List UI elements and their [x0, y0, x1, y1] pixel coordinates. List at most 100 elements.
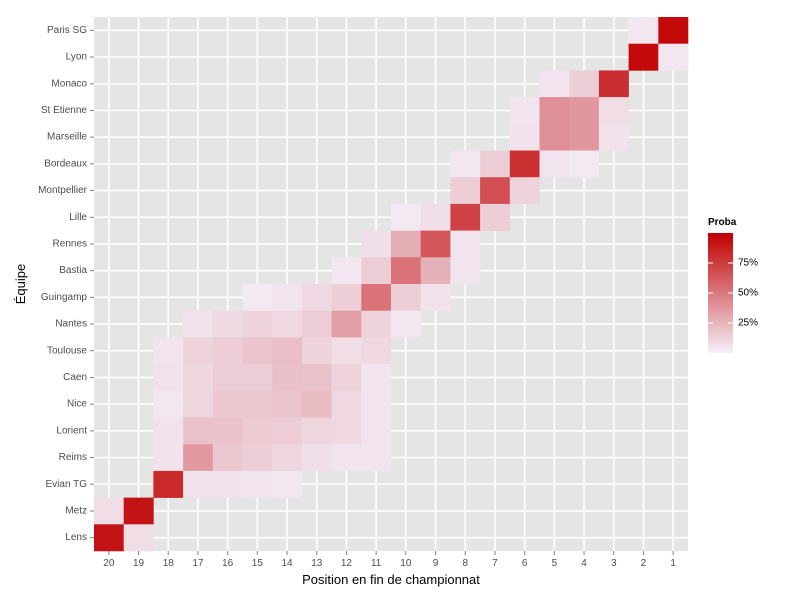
x-tick-label: 18	[163, 558, 175, 569]
heatmap-cell	[391, 284, 421, 311]
heatmap-cell	[301, 337, 332, 365]
heatmap-cell	[361, 257, 392, 285]
heatmap-cell	[509, 123, 540, 151]
heatmap-cell	[212, 470, 243, 498]
x-tick-label: 1	[670, 558, 676, 569]
heatmap-cell	[123, 497, 154, 525]
heatmap-cell	[212, 444, 243, 472]
y-tick-label: Metz	[65, 505, 87, 516]
x-tick-label: 15	[252, 558, 264, 569]
x-tick-label: 11	[371, 558, 382, 569]
heatmap-cell	[628, 17, 659, 44]
heatmap-cell	[272, 364, 303, 392]
heatmap-cell	[153, 470, 184, 498]
heatmap-cell	[598, 123, 629, 151]
heatmap-cell	[539, 97, 570, 125]
heatmap-cells	[94, 17, 689, 552]
heatmap-cell	[242, 444, 273, 472]
heatmap-cell	[212, 310, 243, 338]
heatmap-cell	[183, 417, 214, 445]
x-tick-label: 14	[281, 558, 293, 569]
heatmap-cell	[598, 70, 629, 98]
x-tick-label: 20	[103, 558, 115, 569]
heatmap-cell	[391, 257, 421, 285]
heatmap-cell	[301, 390, 332, 418]
heatmap-cell	[272, 417, 303, 445]
heatmap-cell	[569, 150, 600, 178]
heatmap-cell	[331, 364, 362, 392]
x-tick-label: 4	[581, 558, 587, 569]
heatmap-cell	[391, 203, 421, 231]
heatmap-cell	[183, 444, 214, 472]
y-tick-label: Lille	[69, 212, 87, 223]
heatmap-cell	[272, 390, 303, 418]
x-tick-label: 10	[400, 558, 412, 569]
heatmap-cell	[153, 417, 184, 445]
heatmap-cell	[539, 123, 570, 151]
heatmap-cell	[183, 337, 214, 365]
heatmap-cell	[272, 470, 303, 498]
heatmap-cell	[450, 177, 481, 205]
legend-title: Proba	[708, 217, 737, 228]
y-tick-label: Rennes	[53, 238, 87, 249]
heatmap-cell	[331, 337, 362, 365]
heatmap-cell	[242, 337, 273, 365]
y-tick-label: Caen	[63, 372, 87, 383]
y-tick-label: Lens	[65, 532, 87, 543]
heatmap-cell	[153, 444, 184, 472]
heatmap-cell	[480, 150, 511, 178]
heatmap-cell	[212, 337, 243, 365]
heatmap-cell	[242, 364, 273, 392]
y-tick-label: Toulouse	[47, 345, 87, 356]
heatmap-cell	[509, 177, 540, 205]
heatmap-cell	[450, 230, 481, 258]
y-axis-ticks: Paris SG Lyon Monaco St Etienne Marseille Bor…	[38, 25, 94, 543]
y-tick-label: Nantes	[55, 319, 87, 330]
heatmap-cell	[361, 390, 392, 418]
x-tick-label: 7	[492, 558, 498, 569]
heatmap-cell	[301, 364, 332, 392]
x-tick-label: 16	[222, 558, 234, 569]
x-tick-label: 12	[341, 558, 353, 569]
heatmap-cell	[361, 417, 392, 445]
heatmap-cell	[183, 390, 214, 418]
heatmap-cell	[361, 310, 392, 338]
legend-ticks: 75% 50% 25%	[708, 258, 758, 329]
x-tick-label: 8	[462, 558, 468, 569]
heatmap-cell	[480, 177, 511, 205]
heatmap-cell	[272, 310, 303, 338]
heatmap-cell	[450, 150, 481, 178]
heatmap-cell	[420, 203, 451, 231]
heatmap-cell	[212, 417, 243, 445]
heatmap-cell	[361, 284, 392, 311]
heatmap-cell	[153, 390, 184, 418]
heatmap-cell	[569, 97, 600, 125]
x-tick-label: 6	[522, 558, 528, 569]
heatmap-cell	[361, 230, 392, 258]
heatmap-cell	[153, 337, 184, 365]
y-tick-label: Paris SG	[47, 25, 87, 36]
heatmap-cell	[242, 284, 273, 311]
x-tick-label: 5	[552, 558, 558, 569]
y-tick-label: Bastia	[59, 265, 87, 276]
x-tick-label: 3	[611, 558, 617, 569]
heatmap-cell	[212, 364, 243, 392]
heatmap-cell	[301, 310, 332, 338]
x-tick-label: 13	[311, 558, 323, 569]
y-tick-label: Reims	[59, 452, 87, 463]
heatmap-cell	[658, 43, 689, 71]
heatmap-cell	[658, 17, 689, 44]
heatmap-cell	[301, 444, 332, 472]
heatmap-cell	[361, 364, 392, 392]
heatmap-cell	[361, 337, 392, 365]
y-tick-label: Lyon	[66, 52, 87, 63]
heatmap-cell	[539, 150, 570, 178]
heatmap-cell	[420, 230, 451, 258]
x-axis-title: Position en fin de championnat	[302, 572, 480, 587]
heatmap-cell	[331, 284, 362, 311]
y-tick-label: Evian TG	[46, 479, 88, 490]
heatmap-cell	[212, 390, 243, 418]
y-tick-label: Montpellier	[38, 185, 88, 196]
y-tick-label: Nice	[67, 399, 87, 410]
